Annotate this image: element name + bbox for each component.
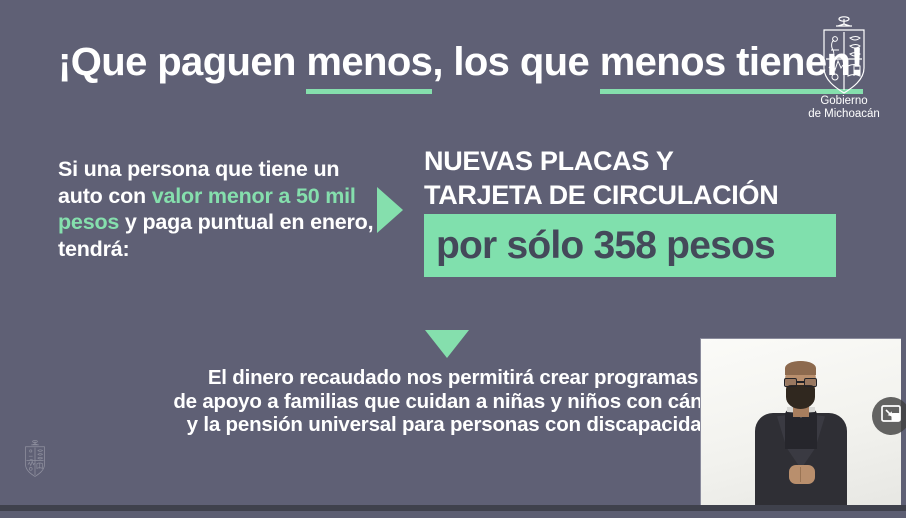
left-paragraph-part2: un auto con xyxy=(58,157,340,208)
page-title: ¡Que paguen menos, los que menos tienen! xyxy=(58,37,864,94)
gov-logo-line2: de Michoacán xyxy=(808,107,880,120)
headline-underlined-menos: menos xyxy=(306,37,433,94)
right-heading-line2: TARJETA DE CIRCULACIÓN xyxy=(424,180,779,210)
left-paragraph-part1: Si una persona que tiene xyxy=(58,157,314,181)
player-bottom-bar-lower xyxy=(0,511,906,518)
price-highlight-box xyxy=(424,214,836,277)
picture-in-picture-button[interactable] xyxy=(872,397,906,435)
bottom-paragraph-line2: de apoyo a familias que cuidan a niñas y… xyxy=(173,389,733,413)
left-paragraph-highlight2: a 50 mil pesos xyxy=(58,183,356,235)
picture-in-picture-icon xyxy=(881,404,901,428)
presenter-hands xyxy=(789,465,815,484)
presenter-hands-detail xyxy=(800,467,802,482)
right-heading-line1: NUEVAS PLACAS Y xyxy=(424,146,674,176)
bottom-paragraph-line3: y la pensión universal para personas con… xyxy=(186,413,720,436)
michoacan-coat-of-arms-icon xyxy=(808,16,880,96)
michoacan-coat-of-arms-watermark-icon xyxy=(18,437,52,481)
right-heading: NUEVAS PLACAS Y TARJETA DE CIRCULACIÓN xyxy=(424,144,844,212)
triangle-down-icon xyxy=(425,330,469,358)
price-label: por sólo 358 pesos xyxy=(436,224,776,267)
headline-underlined-menos-tienen: menos tienen! xyxy=(599,37,864,94)
bottom-paragraph-line1: El dinero recaudado nos permitirá crear … xyxy=(207,366,699,389)
presenter-hair xyxy=(785,361,816,375)
bottom-paragraph: El dinero recaudado nos permitirá crear … xyxy=(103,366,803,437)
presenter-video-overlay[interactable] xyxy=(700,338,901,514)
headline-part-before: ¡Que paguen xyxy=(58,40,307,84)
left-paragraph-highlight1: valor menor xyxy=(151,183,273,208)
presenter-glasses-icon xyxy=(784,378,817,387)
left-paragraph-part3: y paga xyxy=(119,210,198,234)
gov-logo-line1: Gobierno xyxy=(820,95,868,107)
presenter-beard xyxy=(786,385,815,409)
presenter-video-frame xyxy=(701,339,901,514)
government-logo: Gobierno de Michoacán xyxy=(808,16,880,128)
left-paragraph-part4: puntual en enero, tendrá: xyxy=(58,210,374,261)
left-paragraph: Si una persona que tiene un auto con val… xyxy=(58,156,378,262)
headline-part-middle: , los que xyxy=(432,40,600,84)
triangle-right-icon xyxy=(377,187,403,233)
